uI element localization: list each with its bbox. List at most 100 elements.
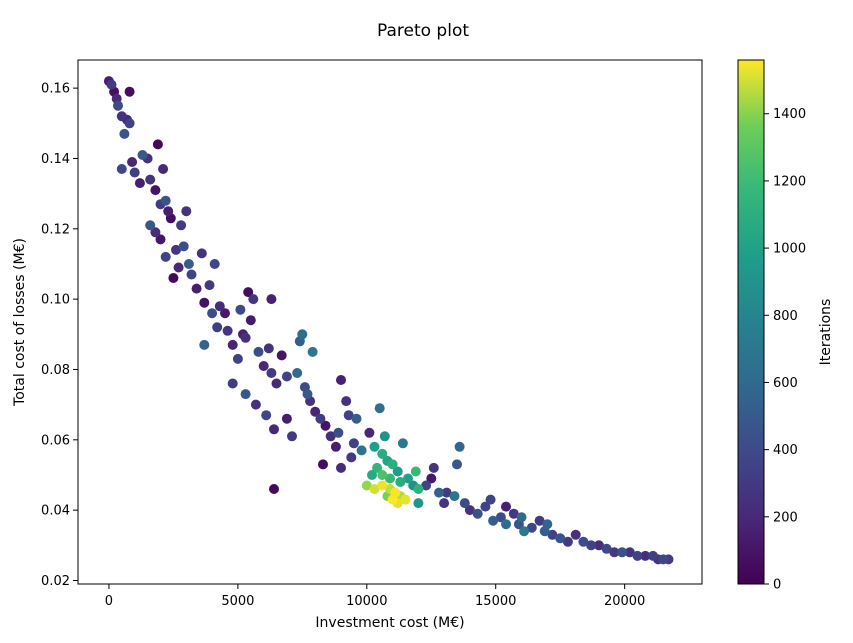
data-point: [124, 86, 135, 97]
y-tick-label: 0.02: [41, 574, 70, 589]
data-point: [501, 519, 511, 530]
data-point: [555, 533, 566, 544]
data-point: [547, 529, 558, 540]
data-point: [348, 438, 359, 449]
data-point: [648, 550, 658, 561]
data-point: [137, 150, 148, 160]
colorbar-tick-label: 800: [773, 309, 798, 324]
data-point: [441, 487, 452, 498]
data-point: [609, 547, 620, 558]
data-point: [124, 118, 135, 129]
plot-area: [103, 76, 674, 565]
data-point: [379, 431, 390, 442]
data-point: [377, 448, 388, 459]
data-point: [516, 512, 527, 523]
colorbar-tick-label: 400: [773, 443, 798, 458]
data-point: [232, 353, 243, 364]
data-point: [534, 515, 545, 526]
data-point: [341, 396, 352, 407]
data-point: [292, 368, 303, 378]
data-point: [204, 280, 215, 291]
colorbar-tick-label: 600: [773, 376, 798, 391]
data-point: [160, 195, 171, 206]
data-point: [593, 540, 604, 551]
colorbar-ticks: 0 200 400 600 800 1000 1200 1400: [764, 107, 806, 593]
data-point: [464, 505, 475, 516]
y-tick-label: 0.06: [41, 433, 70, 448]
colorbar-tick-label: 1200: [773, 174, 806, 189]
data-point: [160, 251, 171, 262]
data-point: [325, 431, 336, 442]
data-point: [152, 139, 163, 150]
data-point: [449, 491, 460, 502]
x-tick-label: 5000: [221, 594, 254, 609]
data-point: [207, 308, 218, 319]
x-tick-label: 0: [105, 594, 113, 609]
data-point: [227, 339, 238, 350]
colorbar: [737, 59, 765, 585]
data-point: [508, 508, 519, 519]
data-point: [214, 301, 225, 312]
data-point: [640, 550, 651, 561]
y-tick-label: 0.12: [41, 222, 70, 237]
data-point: [624, 547, 635, 558]
colorbar-tick-label: 1400: [773, 107, 806, 122]
data-point: [617, 547, 628, 558]
data-point: [413, 498, 424, 509]
data-point: [127, 157, 138, 167]
data-point: [276, 350, 287, 361]
data-point: [400, 494, 411, 505]
x-axis-label: Investment cost (M€): [315, 615, 464, 631]
y-tick-label: 0.04: [41, 504, 70, 519]
data-point: [227, 378, 238, 389]
data-point: [178, 241, 189, 252]
data-point: [212, 322, 223, 333]
x-tick-label: 10000: [346, 594, 387, 609]
data-point: [570, 529, 581, 540]
data-point: [302, 389, 313, 400]
data-point: [336, 462, 346, 473]
data-point: [601, 543, 612, 554]
data-point: [519, 526, 530, 537]
data-point: [106, 79, 117, 90]
data-point: [235, 304, 246, 315]
data-point: [158, 164, 169, 174]
data-point: [367, 470, 377, 480]
data-point: [658, 554, 669, 565]
data-point: [310, 406, 321, 417]
data-point: [168, 273, 179, 283]
data-point: [196, 248, 207, 259]
y-axis-label: Total cost of losses (M€): [12, 238, 28, 407]
data-point: [271, 378, 282, 389]
chart-title: Pareto plot: [377, 21, 469, 41]
data-point: [145, 220, 156, 231]
data-point: [578, 536, 589, 547]
data-point: [155, 234, 166, 245]
data-point: [485, 494, 496, 505]
data-point: [356, 445, 367, 456]
data-point: [377, 480, 388, 491]
data-point: [134, 178, 145, 189]
data-point: [632, 550, 643, 561]
data-point: [351, 413, 362, 424]
data-point: [116, 111, 127, 122]
data-point: [287, 431, 297, 442]
data-point: [333, 427, 344, 438]
data-point: [245, 315, 256, 326]
colorbar-label: Iterations: [818, 299, 834, 366]
colorbar-tick-label: 0: [773, 578, 781, 593]
data-point: [364, 427, 375, 438]
data-point: [495, 512, 506, 523]
data-point: [145, 174, 156, 185]
data-point: [183, 259, 194, 269]
data-point: [281, 371, 292, 382]
data-point: [387, 494, 398, 505]
data-point: [542, 519, 553, 530]
data-point: [240, 389, 251, 400]
x-tick-label: 15000: [475, 594, 516, 609]
data-point: [248, 294, 259, 305]
data-point: [150, 227, 161, 238]
data-point: [116, 164, 127, 174]
data-point: [269, 484, 279, 494]
y-tick-label: 0.10: [41, 293, 70, 308]
